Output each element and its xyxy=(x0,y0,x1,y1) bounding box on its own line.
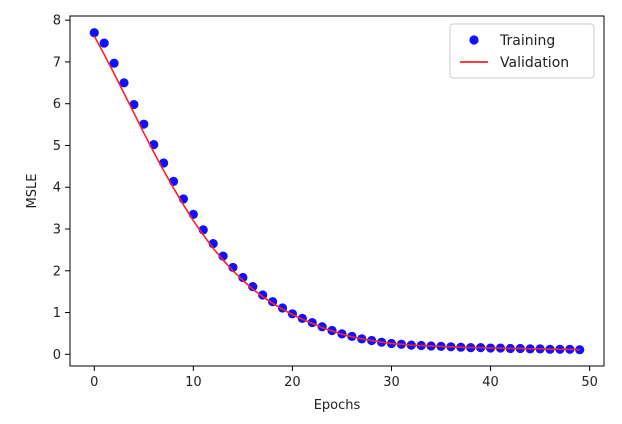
training-point xyxy=(218,251,228,261)
y-tick-label: 3 xyxy=(53,223,61,238)
y-tick-label: 5 xyxy=(53,139,61,154)
y-tick-label: 1 xyxy=(53,306,61,321)
training-point xyxy=(99,38,109,48)
y-axis-label: MSLE xyxy=(25,174,40,209)
training-point xyxy=(238,272,248,283)
series-layer xyxy=(89,28,585,355)
axes-layer: 0 10 20 30 40 50 0 1 2 3 4 5 6 7 8 xyxy=(53,14,605,390)
training-point xyxy=(228,262,238,273)
training-point xyxy=(89,28,99,38)
y-tick-label: 8 xyxy=(53,14,61,29)
training-point xyxy=(119,78,129,88)
x-tick-label: 20 xyxy=(284,375,301,390)
x-tick-label: 40 xyxy=(482,375,499,390)
y-tick-label: 2 xyxy=(53,264,61,279)
x-tick-label: 0 xyxy=(90,375,98,390)
legend-label: Training xyxy=(499,33,555,49)
x-axis-label: Epochs xyxy=(314,398,361,413)
x-tick-label: 10 xyxy=(185,375,202,390)
validation-line xyxy=(93,35,580,351)
y-tick-label: 0 xyxy=(53,348,61,363)
plot-frame xyxy=(69,15,605,367)
y-tick-label: 4 xyxy=(53,181,61,196)
legend: Training Validation xyxy=(449,23,595,79)
x-tick-label: 50 xyxy=(581,375,598,390)
y-tick-label: 7 xyxy=(53,55,61,70)
legend-box xyxy=(449,23,595,79)
legend-label: Validation xyxy=(500,55,569,71)
training-point xyxy=(248,282,258,292)
y-tick-label: 6 xyxy=(53,97,61,112)
training-point xyxy=(139,119,149,129)
training-point xyxy=(109,58,119,68)
x-tick-label: 30 xyxy=(383,375,400,390)
legend-marker-training xyxy=(469,35,479,45)
